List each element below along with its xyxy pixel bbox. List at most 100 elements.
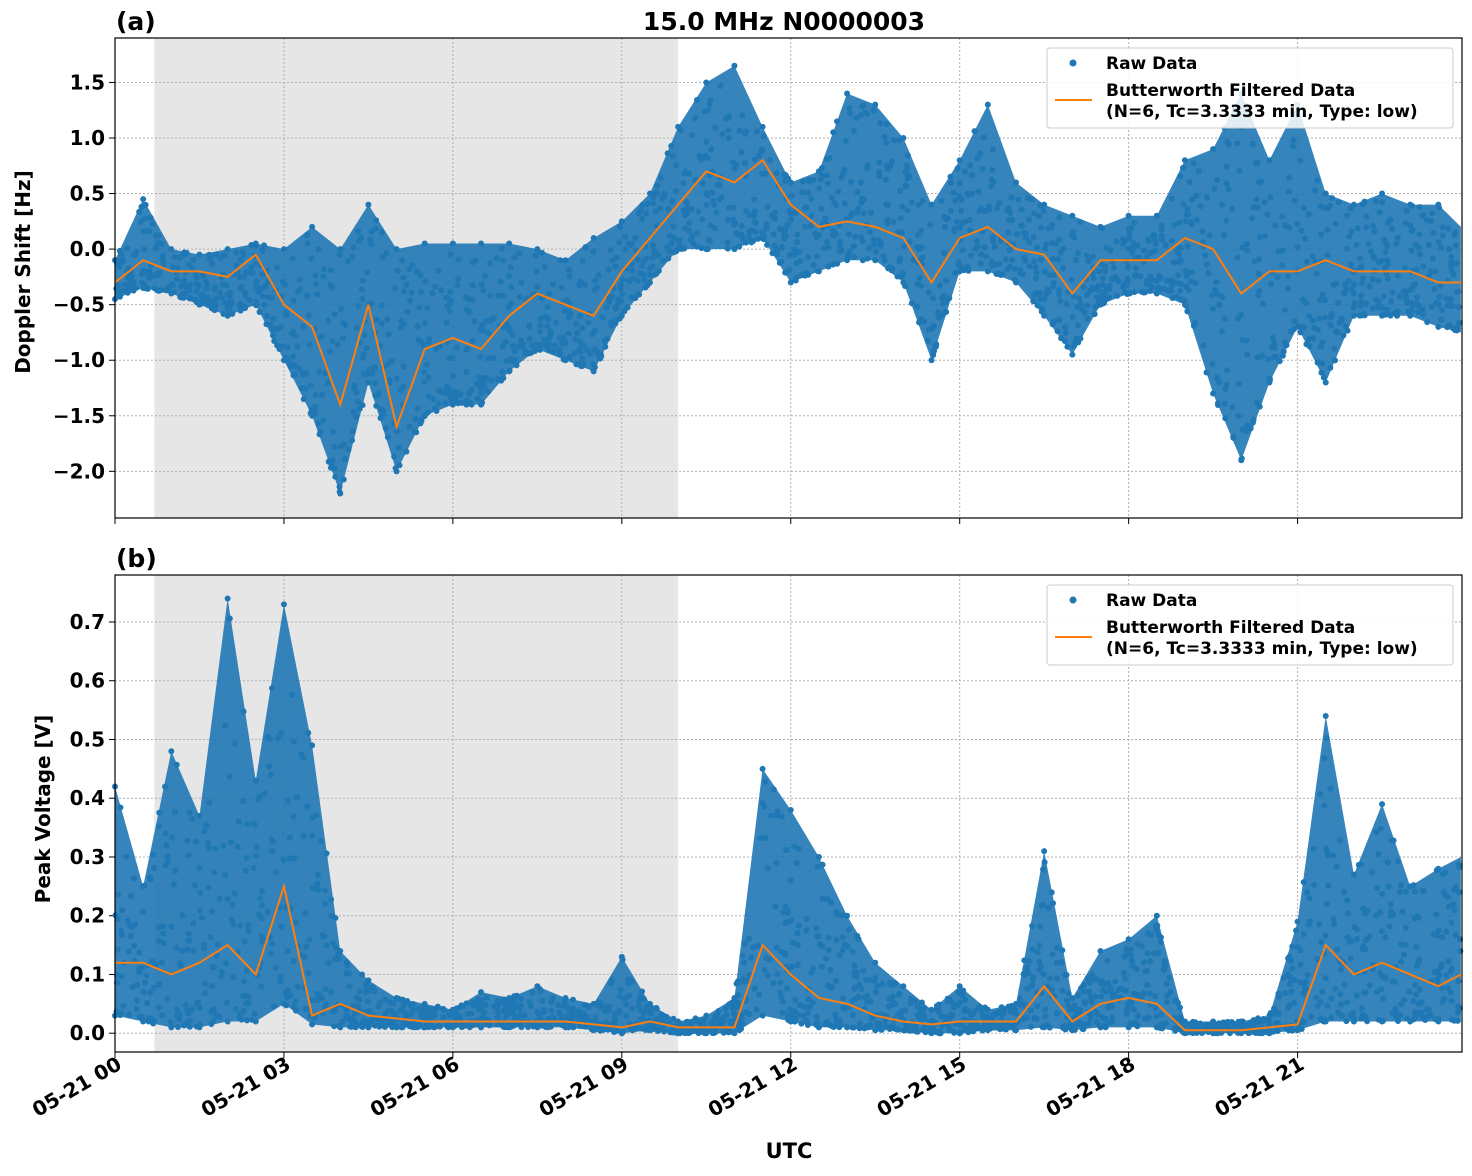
raw-data-point (131, 942, 138, 949)
raw-data-point (421, 1000, 428, 1007)
raw-data-point (979, 165, 986, 172)
raw-data-point (536, 328, 543, 335)
raw-data-point (433, 346, 440, 353)
raw-data-point (1429, 303, 1436, 310)
raw-data-point (670, 1015, 677, 1022)
raw-data-point (946, 295, 953, 302)
raw-data-point (1285, 273, 1292, 280)
raw-data-point (358, 286, 365, 293)
raw-data-point (1247, 1019, 1254, 1026)
raw-data-point (1193, 216, 1200, 223)
raw-data-point (1435, 1018, 1442, 1025)
raw-data-point (988, 183, 995, 190)
raw-data-point (1165, 287, 1172, 294)
raw-data-point (858, 195, 865, 202)
raw-data-point (1053, 975, 1060, 982)
raw-data-point (1291, 197, 1298, 204)
raw-data-point (348, 1016, 355, 1023)
raw-data-point (1402, 264, 1409, 271)
raw-data-point (1076, 295, 1083, 302)
raw-data-point (1297, 329, 1304, 336)
raw-data-point (915, 201, 922, 208)
raw-data-point (860, 102, 867, 109)
y-tick-label: 0.7 (70, 610, 105, 634)
raw-data-point (1261, 199, 1268, 206)
raw-data-point (1087, 1014, 1094, 1021)
raw-data-point (377, 415, 384, 422)
raw-data-point (1223, 180, 1230, 187)
raw-data-point (833, 937, 840, 944)
raw-data-point (1146, 990, 1153, 997)
raw-data-point (282, 989, 289, 996)
raw-data-point (1297, 157, 1304, 164)
raw-data-point (1098, 980, 1105, 987)
raw-data-point (780, 909, 787, 916)
raw-data-point (1151, 231, 1158, 238)
raw-data-point (659, 257, 666, 264)
raw-data-point (117, 804, 124, 811)
raw-data-point (181, 277, 188, 284)
raw-data-point (592, 1014, 599, 1021)
raw-data-point (320, 273, 327, 280)
raw-data-point (1416, 302, 1423, 309)
raw-data-point (796, 249, 803, 256)
raw-data-point (1128, 1000, 1135, 1007)
raw-data-point (1126, 235, 1133, 242)
raw-data-point (503, 1013, 510, 1020)
raw-data-point (576, 281, 583, 288)
raw-data-point (542, 313, 549, 320)
raw-data-point (688, 205, 695, 212)
raw-data-point (502, 339, 509, 346)
raw-data-point (1350, 312, 1357, 319)
y-tick-label: 0.5 (70, 727, 105, 751)
raw-data-point (1074, 992, 1081, 999)
raw-data-point (1325, 882, 1332, 889)
raw-data-point (646, 271, 653, 278)
raw-data-point (139, 908, 146, 915)
raw-data-point (207, 256, 214, 263)
raw-data-point (237, 922, 244, 929)
raw-data-point (813, 925, 820, 932)
raw-data-point (1385, 883, 1392, 890)
raw-data-point (1190, 160, 1197, 167)
raw-data-point (314, 880, 321, 887)
raw-data-point (618, 218, 625, 225)
raw-data-point (710, 1030, 717, 1037)
raw-data-point (510, 1010, 517, 1017)
raw-data-point (538, 342, 545, 349)
raw-data-point (1158, 222, 1165, 229)
raw-data-point (1300, 1018, 1307, 1025)
raw-data-point (259, 271, 266, 278)
raw-data-point (363, 984, 370, 991)
raw-data-point (319, 931, 326, 938)
raw-data-point (243, 967, 250, 974)
raw-data-point (695, 208, 702, 215)
raw-data-point (190, 920, 197, 927)
raw-data-point (1438, 307, 1445, 314)
raw-data-point (1029, 922, 1036, 929)
raw-data-point (602, 343, 609, 350)
raw-data-point (1049, 256, 1056, 263)
raw-data-point (928, 1006, 935, 1013)
raw-data-point (311, 1015, 318, 1022)
raw-data-point (269, 332, 276, 339)
raw-data-point (1275, 248, 1282, 255)
raw-data-point (569, 1008, 576, 1015)
raw-data-point (1341, 981, 1348, 988)
raw-data-point (118, 931, 125, 938)
raw-data-point (618, 312, 625, 319)
raw-data-point (1221, 400, 1228, 407)
raw-data-point (339, 1018, 346, 1025)
raw-data-point (494, 1014, 501, 1021)
raw-data-point (774, 971, 781, 978)
raw-data-point (921, 1024, 928, 1031)
raw-data-point (429, 1011, 436, 1018)
raw-data-point (1071, 342, 1078, 349)
raw-data-point (495, 292, 502, 299)
raw-data-point (724, 239, 731, 246)
raw-data-point (1378, 986, 1385, 993)
raw-data-point (1380, 293, 1387, 300)
raw-data-point (1423, 1006, 1430, 1013)
raw-data-point (480, 1001, 487, 1008)
raw-data-point (251, 1011, 258, 1018)
